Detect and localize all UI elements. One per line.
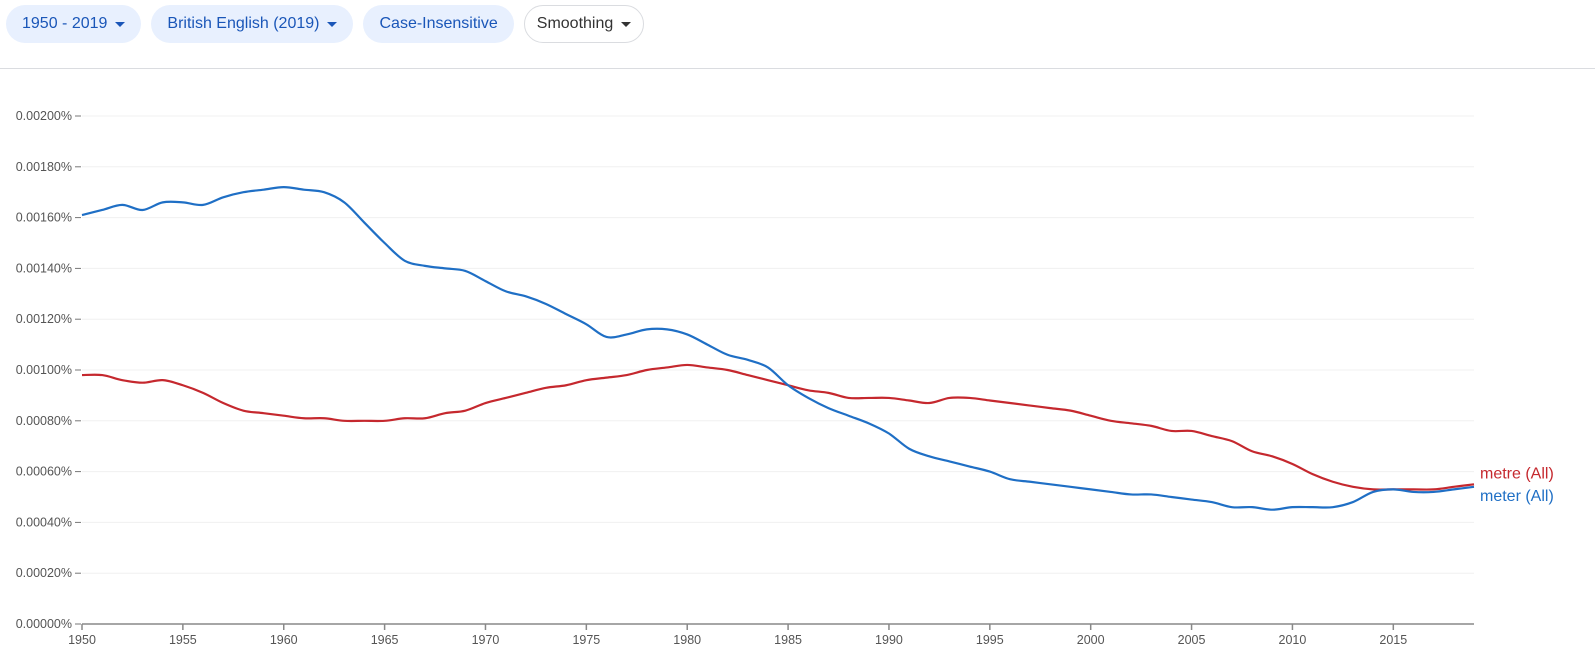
y-tick-label: 0.00120% <box>16 312 72 326</box>
x-tick-label: 1950 <box>68 633 96 647</box>
series-label-metre: metre (All) <box>1480 465 1554 482</box>
x-tick-label: 1980 <box>673 633 701 647</box>
case-label: Case-Insensitive <box>379 15 498 32</box>
divider <box>0 68 1595 69</box>
x-tick-label: 1955 <box>169 633 197 647</box>
x-tick-label: 1965 <box>371 633 399 647</box>
toolbar: 1950 - 2019 British English (2019) Case-… <box>6 5 645 43</box>
y-tick-label: 0.00100% <box>16 363 72 377</box>
corpus-label: British English (2019) <box>167 15 320 32</box>
y-tick-label: 0.00160% <box>16 211 72 225</box>
x-tick-label: 1960 <box>270 633 298 647</box>
x-tick-label: 2000 <box>1077 633 1105 647</box>
x-tick-label: 1970 <box>472 633 500 647</box>
y-tick-label: 0.00020% <box>16 566 72 580</box>
smoothing-label: Smoothing <box>536 15 614 32</box>
y-tick-label: 0.00040% <box>16 515 72 529</box>
year-range-label: 1950 - 2019 <box>22 15 108 32</box>
caret-down-icon <box>327 21 338 27</box>
series-line-metre <box>81 363 1475 491</box>
series-line-meter <box>81 186 1475 511</box>
x-tick-label: 1975 <box>572 633 600 647</box>
y-tick-label: 0.00060% <box>16 465 72 479</box>
series-label-meter: meter (All) <box>1480 488 1554 505</box>
y-tick-label: 0.00200% <box>16 109 72 123</box>
x-tick-label: 2015 <box>1379 633 1407 647</box>
x-tick-label: 1995 <box>976 633 1004 647</box>
smoothing-dropdown[interactable]: Smoothing <box>523 5 645 43</box>
y-tick-label: 0.00140% <box>16 261 72 275</box>
y-tick-label: 0.00080% <box>16 414 72 428</box>
year-range-dropdown[interactable]: 1950 - 2019 <box>6 5 142 43</box>
x-tick-label: 1990 <box>875 633 903 647</box>
case-insensitive-toggle[interactable]: Case-Insensitive <box>363 5 514 43</box>
caret-down-icon <box>621 21 632 27</box>
x-tick-label: 2010 <box>1279 633 1307 647</box>
corpus-dropdown[interactable]: British English (2019) <box>151 5 354 43</box>
caret-down-icon <box>115 21 126 27</box>
y-tick-label: 0.00180% <box>16 160 72 174</box>
x-tick-label: 2005 <box>1178 633 1206 647</box>
y-tick-label: 0.00000% <box>16 617 72 631</box>
x-tick-label: 1985 <box>774 633 802 647</box>
